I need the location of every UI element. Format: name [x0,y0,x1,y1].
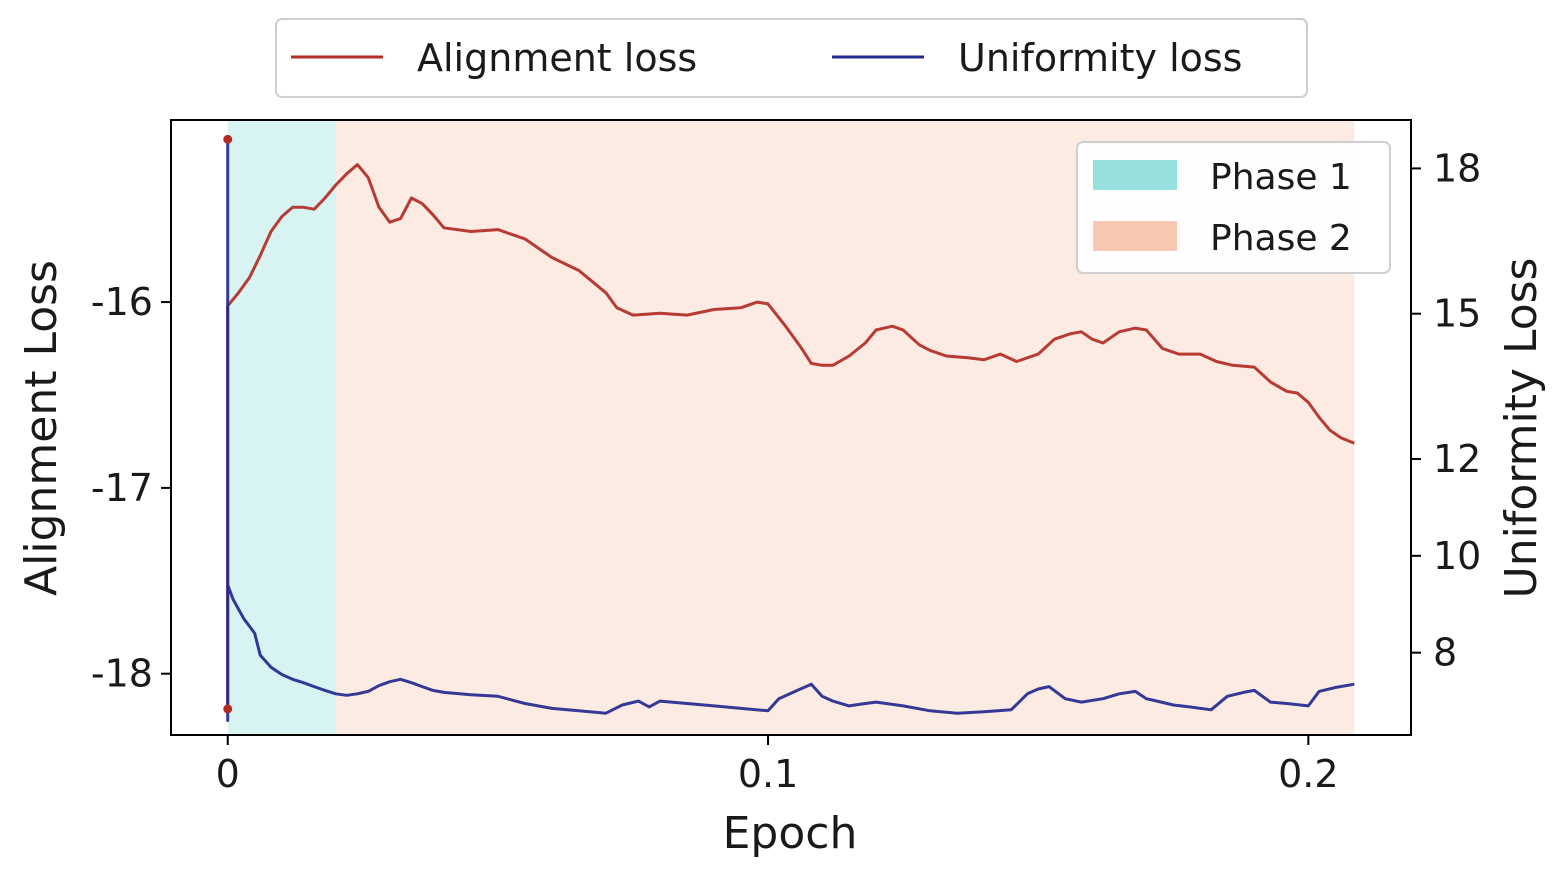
legend-phase-1-label: Phase 1 [1210,157,1352,198]
x-tick-label: 0.1 [738,752,798,796]
right-tick-label: 10 [1433,534,1481,578]
x-tick-label: 0 [216,752,240,796]
legend-alignment-label: Alignment loss [417,36,697,80]
right-tick-label: 12 [1433,437,1481,481]
x-axis-ticks: 0 0.1 0.2 [216,735,1339,796]
phase-legend: Phase 1 Phase 2 [1076,141,1391,274]
uniformity-start-marker [223,134,233,144]
legend-phase-1-swatch [1093,160,1177,190]
uniformity-loss-line [226,139,1355,722]
left-tick-label: -16 [91,280,153,324]
series-lines [226,139,1355,722]
right-axis-title: Uniformity Loss [1496,258,1547,599]
x-axis-title: Epoch [723,808,858,859]
right-axis-ticks: 8 10 12 15 18 [1411,146,1481,675]
plot-frame [170,119,1412,736]
top-legend: Alignment loss Uniformity loss [275,18,1308,98]
right-tick-label: 15 [1433,292,1481,336]
legend-uniformity-label: Uniformity loss [958,36,1242,80]
alignment-start-marker [223,704,233,714]
legend-phase-2-label: Phase 2 [1210,218,1352,259]
left-axis-ticks: -16 -17 -18 [91,280,171,696]
legend-phase-2-swatch [1093,221,1177,251]
left-tick-label: -18 [91,652,153,696]
alignment-loss-line [226,163,1355,709]
top-legend-frame [275,18,1308,98]
right-tick-label: 18 [1433,146,1481,190]
right-tick-label: 8 [1433,631,1457,675]
left-tick-label: -17 [91,466,153,510]
x-tick-label: 0.2 [1278,752,1338,796]
left-axis-title: Alignment Loss [16,260,67,596]
series-markers [223,134,233,714]
phase-band-1 [227,120,336,735]
